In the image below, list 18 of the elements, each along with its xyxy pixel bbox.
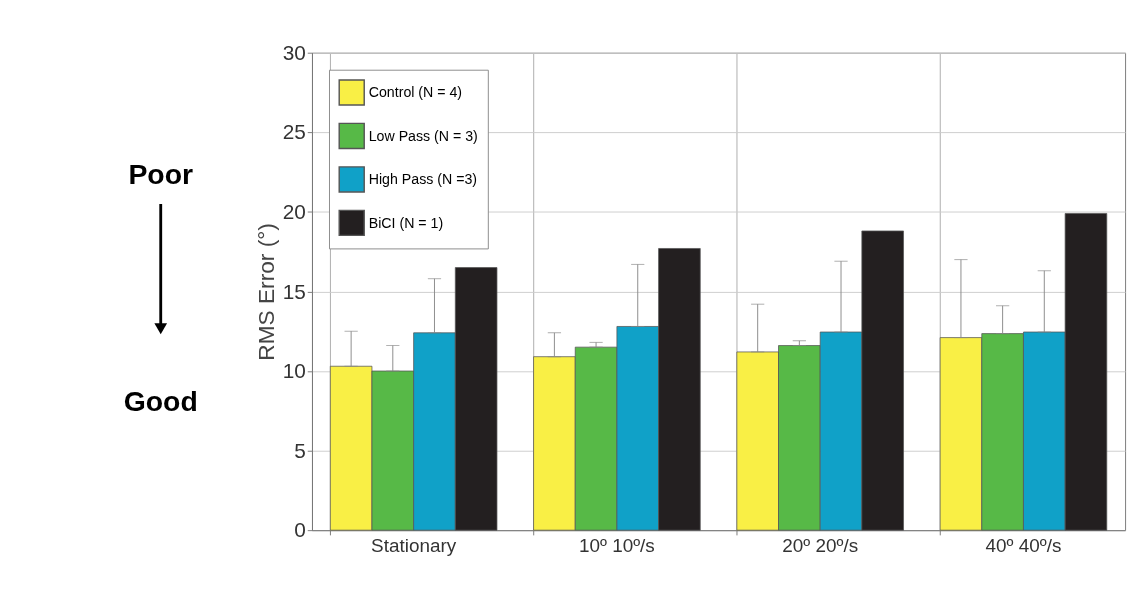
y-tick-label: 25 xyxy=(282,120,306,144)
y-tick-label: 30 xyxy=(282,40,306,64)
legend-label: High Pass (N =3) xyxy=(368,171,478,188)
text: Poor xyxy=(128,158,194,191)
x-tick-label: 40º 40º/s xyxy=(985,535,1062,557)
y-tick-label: 20 xyxy=(282,199,306,223)
y-tick-label: 0 xyxy=(294,518,306,542)
y-axis-title: RMS Error (°) xyxy=(253,223,280,361)
text: Good xyxy=(123,385,198,418)
y-tick-label: 10 xyxy=(282,359,306,383)
y-tick-label: 15 xyxy=(282,279,306,303)
legend-label: Control (N = 4) xyxy=(368,84,463,101)
y-tick-label: 5 xyxy=(294,438,306,462)
x-tick-label: 10º 10º/s xyxy=(579,535,655,557)
legend-label: BiCI (N = 1) xyxy=(368,214,444,231)
x-tick-label: Stationary xyxy=(371,535,457,557)
x-tick-label: 20º 20º/s xyxy=(782,535,859,557)
legend-label: Low Pass (N = 3) xyxy=(368,127,478,144)
